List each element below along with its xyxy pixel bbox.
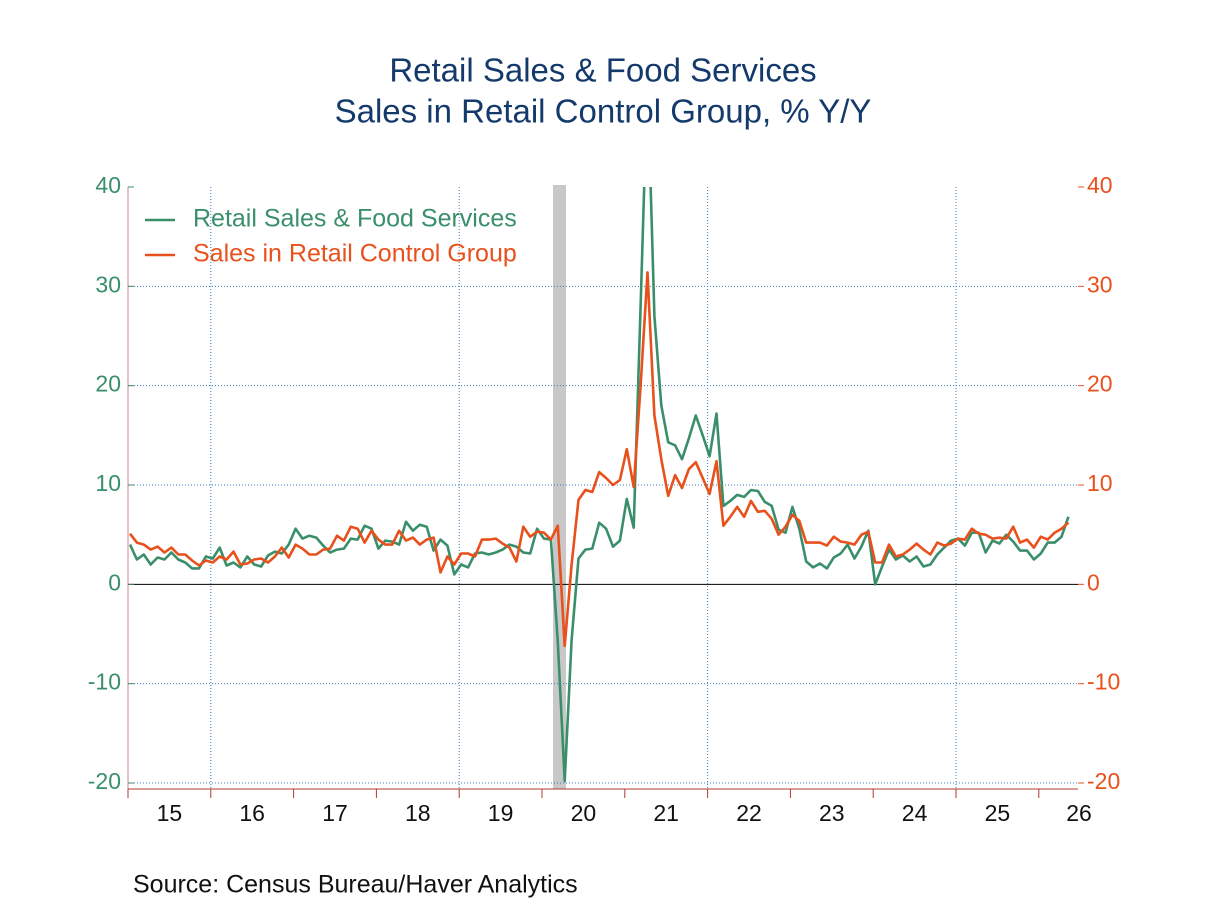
y-tick-label: 20 <box>95 371 121 397</box>
y-tick-label: 10 <box>95 470 121 496</box>
y2-tick-label: 30 <box>1087 271 1113 297</box>
legend-label: Retail Sales & Food Services <box>193 205 517 233</box>
x-tick-label: 18 <box>405 800 431 826</box>
y-tick-label: 40 <box>95 172 121 198</box>
y2-tick-label: 10 <box>1087 470 1113 496</box>
y2-tick-label: -10 <box>1087 669 1120 695</box>
x-tick-label: 24 <box>902 800 928 826</box>
y2-tick-label: 0 <box>1087 569 1100 595</box>
x-tick-label: 22 <box>736 800 762 826</box>
x-tick-label: 17 <box>322 800 348 826</box>
chart-title: Retail Sales & Food Services <box>389 52 816 89</box>
x-tick-label: 21 <box>653 800 679 826</box>
legend-label: Sales in Retail Control Group <box>193 240 517 268</box>
x-tick-label: 23 <box>819 800 845 826</box>
y2-tick-label: 40 <box>1087 172 1113 198</box>
y-tick-label: 30 <box>95 271 121 297</box>
x-tick-label: 25 <box>985 800 1011 826</box>
y2-tick-label: 20 <box>1087 371 1113 397</box>
x-tick-label: 15 <box>157 800 183 826</box>
plot-area <box>128 187 1070 783</box>
y-tick-label: -20 <box>88 768 121 794</box>
series-line <box>128 271 1070 648</box>
chart-subtitle: Sales in Retail Control Group, % Y/Y <box>335 93 872 130</box>
y-tick-label: -10 <box>88 669 121 695</box>
y-tick-label: 0 <box>108 569 121 595</box>
x-tick-label: 16 <box>239 800 265 826</box>
y2-tick-label: -20 <box>1087 768 1120 794</box>
series-line <box>128 187 1070 783</box>
x-tick-label: 19 <box>488 800 514 826</box>
source-note: Source: Census Bureau/Haver Analytics <box>133 871 578 899</box>
x-tick-label: 26 <box>1066 800 1092 826</box>
x-tick-label: 20 <box>571 800 597 826</box>
